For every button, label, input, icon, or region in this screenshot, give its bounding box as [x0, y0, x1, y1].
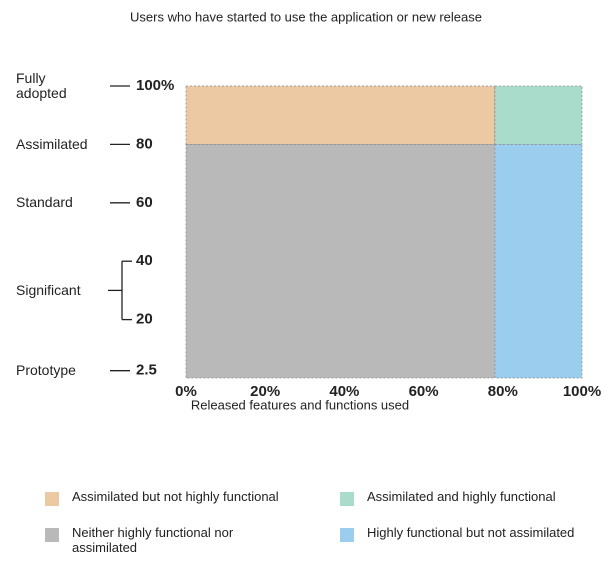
region [494, 143, 583, 379]
level-label-box: Fully adopted [16, 70, 67, 101]
x-tick-label: 40% [329, 383, 359, 400]
x-tick-label: 20% [250, 383, 280, 400]
legend-label: Neither highly functional nor assimilate… [72, 525, 234, 555]
legend-swatch [45, 492, 59, 506]
x-tick-label: 80% [488, 383, 518, 400]
y-tick-label: 100% [136, 77, 174, 94]
legend-label-box: Assimilated but not highly functional [72, 489, 279, 504]
region [185, 143, 496, 379]
x-axis-label: Released features and functions used [191, 397, 409, 412]
legend-label: Assimilated but not highly functional [72, 489, 279, 504]
level-label: Assimilated [16, 136, 88, 153]
x-tick-label: 100% [563, 383, 601, 400]
y-tick-label: 20 [136, 311, 153, 328]
y-tick-label: 2.5 [136, 362, 157, 379]
chart-title: Users who have started to use the applic… [130, 9, 482, 24]
legend-label: Highly functional but not assimilated [367, 525, 575, 540]
x-tick-label: 0% [175, 383, 197, 400]
legend-label-box: Neither highly functional nor assimilate… [72, 525, 234, 555]
level-label: Prototype [16, 362, 76, 379]
y-tick-label: 40 [136, 252, 153, 269]
legend-label-box: Highly functional but not assimilated [367, 525, 575, 540]
legend-swatch [340, 492, 354, 506]
level-label-box: Prototype [16, 362, 76, 379]
level-label: Fully adopted [16, 70, 67, 101]
region [494, 85, 583, 145]
legend-label-box: Assimilated and highly functional [367, 489, 556, 504]
region [185, 85, 496, 145]
y-tick-label: 60 [136, 194, 153, 211]
x-tick-label: 60% [409, 383, 439, 400]
level-label-box: Assimilated [16, 136, 88, 153]
level-label: Standard [16, 194, 73, 211]
level-label-box: Standard [16, 194, 73, 211]
level-label-box: Significant [16, 282, 81, 299]
legend-swatch [45, 528, 59, 542]
legend-label: Assimilated and highly functional [367, 489, 556, 504]
legend-swatch [340, 528, 354, 542]
y-tick-label: 80 [136, 135, 153, 152]
level-label: Significant [16, 282, 81, 299]
